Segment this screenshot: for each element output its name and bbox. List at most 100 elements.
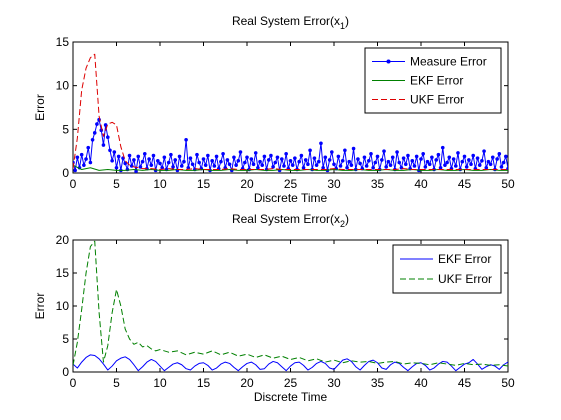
data-point — [434, 158, 439, 162]
x-tick-label: 20 — [240, 177, 254, 191]
x-tick-label: 25 — [284, 376, 298, 390]
data-point — [438, 165, 443, 170]
data-point — [349, 163, 354, 167]
data-point — [471, 153, 476, 158]
x-tick-label: 5 — [113, 177, 120, 191]
data-point — [90, 138, 95, 142]
legend-label: UKF Error — [438, 272, 492, 286]
y-tick-label: 10 — [56, 79, 70, 93]
data-point — [156, 158, 160, 163]
data-point — [214, 154, 219, 159]
data-point — [190, 162, 195, 167]
data-point — [414, 154, 419, 159]
data-point — [182, 159, 186, 164]
data-point — [299, 153, 304, 158]
data-point — [321, 165, 325, 170]
data-point — [430, 155, 434, 160]
data-point — [149, 163, 154, 167]
data-point — [138, 165, 143, 169]
data-point — [421, 151, 425, 156]
data-point — [486, 159, 491, 164]
data-point — [75, 155, 80, 160]
data-point — [86, 145, 91, 150]
data-point — [95, 122, 99, 126]
data-point — [92, 131, 97, 135]
data-point — [347, 159, 352, 164]
x-tick-label: 30 — [327, 376, 341, 390]
data-point — [412, 164, 417, 168]
legend: EKF Error UKF Error — [392, 244, 502, 294]
data-point — [367, 158, 371, 163]
x-tick-label: 10 — [153, 177, 167, 191]
data-point — [206, 153, 210, 158]
legend: Measure Error EKF Error UKF Error — [364, 47, 502, 114]
legend-box — [392, 244, 502, 294]
data-point — [419, 157, 423, 161]
data-point — [440, 145, 445, 150]
data-point — [227, 162, 232, 167]
x-tick-label: 35 — [371, 376, 385, 390]
x-axis-label: Discrete Time — [254, 390, 328, 404]
data-point — [358, 161, 362, 166]
data-point — [219, 159, 223, 164]
data-point — [443, 163, 447, 167]
data-point — [456, 151, 460, 155]
data-point — [166, 160, 171, 165]
data-point — [225, 158, 230, 162]
data-point — [323, 155, 328, 160]
data-point — [177, 154, 182, 159]
data-point — [482, 149, 486, 153]
data-point — [336, 154, 341, 159]
data-point — [501, 160, 506, 165]
data-point — [288, 158, 293, 163]
data-point — [173, 158, 178, 162]
y-tick-label: 0 — [62, 365, 69, 379]
data-point — [397, 160, 402, 165]
data-point — [490, 155, 495, 160]
data-point — [316, 159, 321, 164]
data-point — [112, 150, 117, 154]
data-point — [319, 141, 323, 146]
data-point — [290, 163, 295, 167]
y-tick-label: 5 — [62, 332, 69, 346]
data-point — [136, 154, 141, 159]
data-point — [245, 155, 249, 160]
data-point — [262, 154, 267, 159]
data-point — [504, 154, 508, 159]
data-point — [371, 165, 375, 170]
series-line-0 — [73, 354, 508, 372]
data-point — [184, 138, 188, 142]
data-point — [151, 153, 156, 158]
x-tick-label: 20 — [240, 376, 254, 390]
data-point — [480, 158, 484, 163]
data-point — [284, 151, 288, 156]
data-point — [386, 159, 391, 164]
data-point — [160, 165, 164, 170]
data-point — [356, 157, 360, 161]
data-point — [364, 164, 369, 168]
series-group — [73, 53, 508, 173]
data-point — [332, 162, 336, 167]
data-point — [179, 164, 184, 168]
data-point — [234, 163, 238, 167]
data-point — [495, 157, 499, 161]
data-point — [275, 155, 280, 160]
data-point — [497, 151, 502, 156]
y-tick-label: 15 — [56, 35, 70, 49]
data-point — [362, 155, 367, 160]
data-point — [140, 159, 145, 164]
data-point — [462, 154, 467, 159]
x-tick-label: 40 — [414, 177, 428, 191]
data-point — [436, 152, 441, 157]
data-point — [375, 154, 380, 159]
x-tick-label: 40 — [414, 376, 428, 390]
x-tick-label: 15 — [197, 177, 211, 191]
x-tick-label: 50 — [501, 177, 515, 191]
data-point — [253, 151, 258, 155]
data-point — [330, 150, 334, 154]
data-point — [297, 159, 302, 164]
data-point — [195, 152, 199, 157]
data-point — [395, 150, 399, 154]
chart-title-suffix: ) — [345, 212, 349, 226]
